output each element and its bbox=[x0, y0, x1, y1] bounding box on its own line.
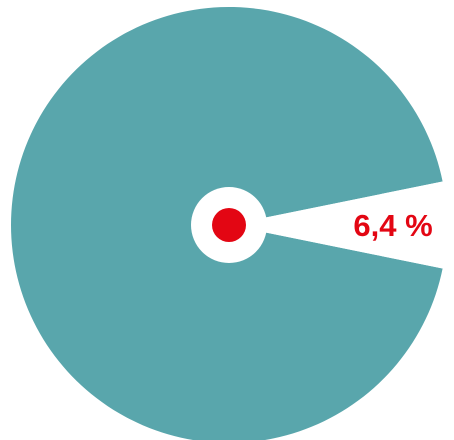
pie-slice-small bbox=[229, 181, 448, 269]
center-dot bbox=[212, 208, 246, 242]
slice-label-6-4-percent: 6,4 % bbox=[353, 208, 432, 243]
